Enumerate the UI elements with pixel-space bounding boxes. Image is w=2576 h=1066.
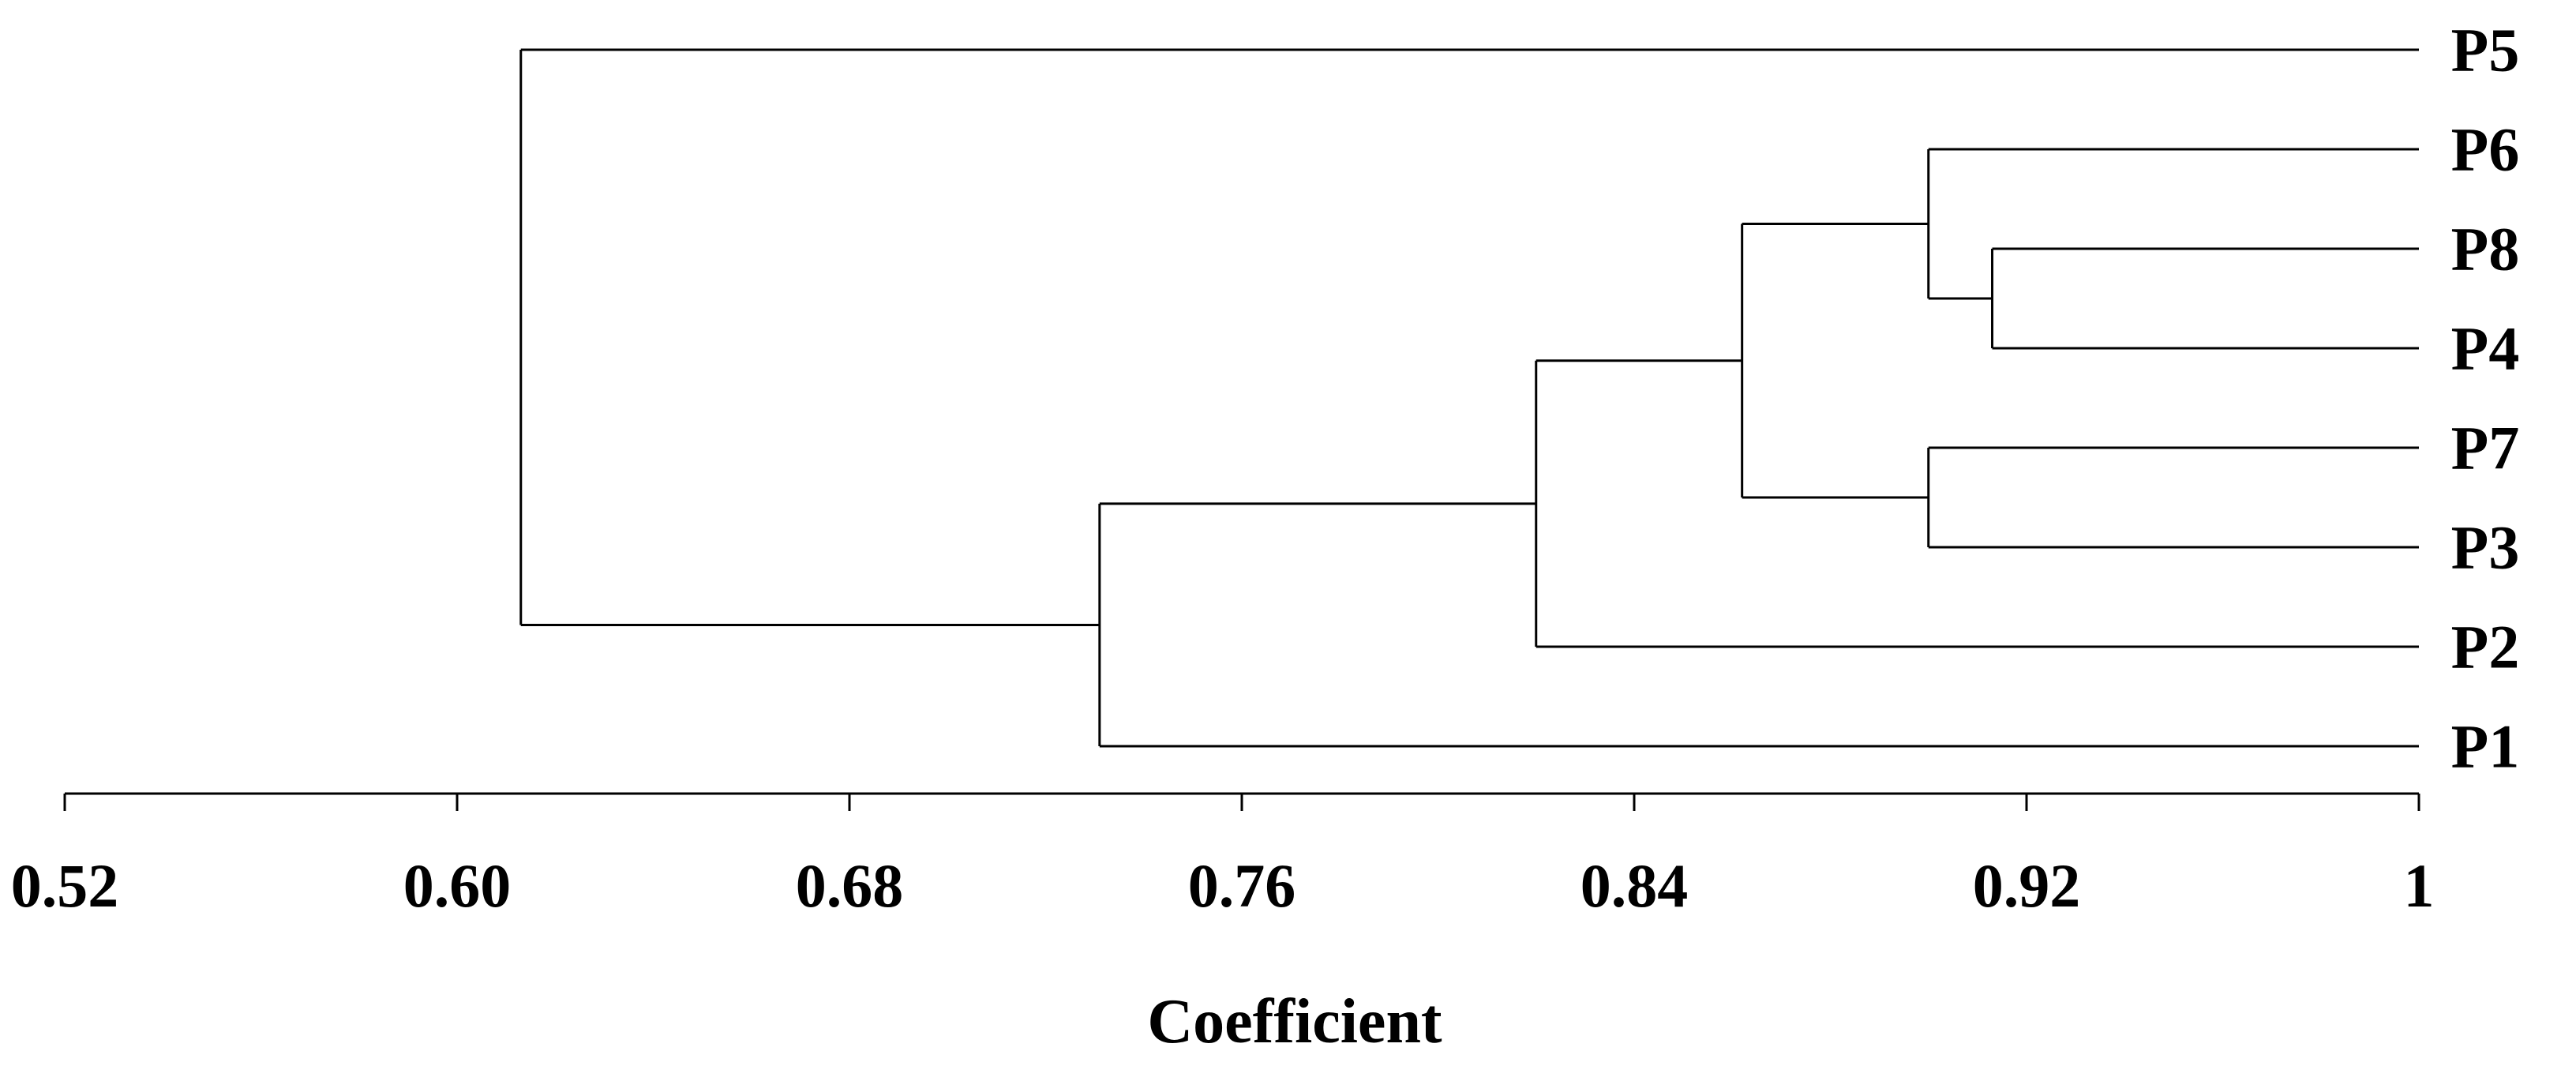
leaf-label-p7: P7: [2451, 414, 2520, 482]
x-axis: 0.52 0.60 0.68 0.76 0.84 0.92 1 Coefficient: [11, 792, 2435, 1057]
x-tick-label-1: 1: [2404, 851, 2435, 920]
leaf-label-p8: P8: [2451, 215, 2520, 283]
leaf-label-p2: P2: [2451, 613, 2520, 681]
x-tick-label-0-68: 0.68: [796, 851, 904, 920]
x-tick-label-0-76: 0.76: [1188, 851, 1296, 920]
x-tick-label-0-52: 0.52: [11, 851, 119, 920]
x-axis-ticks: [63, 794, 2420, 811]
leaf-label-p5: P5: [2451, 16, 2520, 84]
x-tick-label-0-92: 0.92: [1973, 851, 2081, 920]
leaf-label-p1: P1: [2451, 712, 2520, 781]
dendrogram-branches: [519, 48, 2419, 748]
leaf-label-p4: P4: [2451, 314, 2520, 383]
x-axis-tick-labels: 0.52 0.60 0.68 0.76 0.84 0.92 1: [11, 851, 2435, 920]
x-axis-label: Coefficient: [1147, 987, 1442, 1057]
leaf-label-p3: P3: [2451, 513, 2520, 582]
leaf-labels: P5 P6 P8 P4 P7 P3 P2 P1: [2451, 16, 2520, 781]
leaf-label-p6: P6: [2451, 115, 2520, 184]
x-tick-label-0-84: 0.84: [1580, 851, 1689, 920]
x-tick-label-0-60: 0.60: [403, 851, 512, 920]
